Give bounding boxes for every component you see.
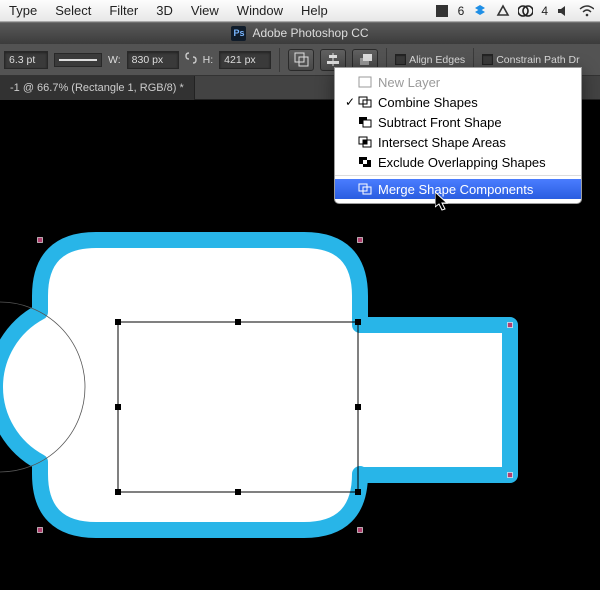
stroke-style-dropdown[interactable]: [54, 53, 102, 67]
volume-icon[interactable]: [556, 3, 571, 18]
path-menu-item[interactable]: ✓Combine Shapes: [335, 92, 581, 112]
height-label: H:: [203, 54, 214, 66]
notifications-icon[interactable]: [435, 3, 450, 18]
align-edges-checkbox[interactable]: Align Edges: [395, 54, 465, 66]
path-operations-menu: New Layer✓Combine ShapesSubtract Front S…: [334, 67, 582, 204]
wifi-icon[interactable]: [579, 3, 594, 18]
path-menu-item[interactable]: Exclude Overlapping Shapes: [335, 152, 581, 172]
mac-menubar: Type Select Filter 3D View Window Help 6…: [0, 0, 600, 22]
stroke-width-field[interactable]: [4, 51, 48, 69]
cc-icon[interactable]: [518, 3, 533, 18]
path-menu-item: New Layer: [335, 72, 581, 92]
menu-help[interactable]: Help: [292, 3, 337, 18]
document-tab[interactable]: -1 @ 66.7% (Rectangle 1, RGB/8) *: [0, 76, 195, 100]
app-logo-icon: Ps: [231, 26, 246, 41]
app-title: Adobe Photoshop CC: [252, 26, 368, 40]
path-menu-merge[interactable]: Merge Shape Components: [335, 179, 581, 199]
path-menu-item[interactable]: Subtract Front Shape: [335, 112, 581, 132]
app-titlebar: Ps Adobe Photoshop CC: [0, 22, 600, 44]
dropbox-icon[interactable]: [472, 3, 487, 18]
path-menu-item[interactable]: Intersect Shape Areas: [335, 132, 581, 152]
notif-count: 6: [458, 4, 465, 18]
menu-select[interactable]: Select: [46, 3, 100, 18]
width-label: W:: [108, 54, 121, 66]
menu-view[interactable]: View: [182, 3, 228, 18]
menu-window[interactable]: Window: [228, 3, 292, 18]
mac-menu-left: Type Select Filter 3D View Window Help: [0, 3, 337, 18]
link-wh-icon[interactable]: [185, 51, 197, 68]
clock-text: 4: [541, 4, 548, 18]
drive-icon[interactable]: [495, 3, 510, 18]
cursor-icon: [435, 192, 449, 217]
menu-3d[interactable]: 3D: [147, 3, 182, 18]
constrain-checkbox[interactable]: Constrain Path Dr: [482, 54, 579, 66]
menu-type[interactable]: Type: [0, 3, 46, 18]
mac-menu-right: 6 4: [435, 3, 600, 18]
path-ops-button[interactable]: [288, 49, 314, 71]
vector-shape: [0, 230, 560, 590]
height-field[interactable]: [219, 51, 271, 69]
width-field[interactable]: [127, 51, 179, 69]
menu-filter[interactable]: Filter: [100, 3, 147, 18]
